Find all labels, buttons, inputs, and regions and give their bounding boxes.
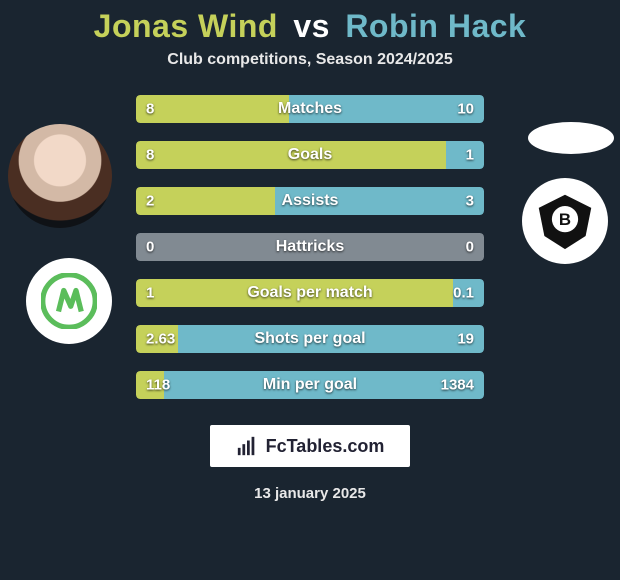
subtitle: Club competitions, Season 2024/2025 xyxy=(167,51,452,69)
player2-avatar xyxy=(528,122,614,154)
player1-avatar xyxy=(8,124,112,228)
stat-bar-left xyxy=(136,325,178,353)
stat-bar-left xyxy=(136,95,289,123)
vs-label: vs xyxy=(293,8,330,44)
stat-bar-right xyxy=(446,141,484,169)
stat-row: Assists23 xyxy=(136,187,484,215)
stat-bar-left xyxy=(136,187,275,215)
branding-text: FcTables.com xyxy=(266,436,385,457)
stat-row: Min per goal1181384 xyxy=(136,371,484,399)
stat-row: Goals per match10.1 xyxy=(136,279,484,307)
branding-badge: FcTables.com xyxy=(210,425,411,467)
stat-bar-right xyxy=(289,95,484,123)
player1-name: Jonas Wind xyxy=(94,8,278,44)
stat-bar-right xyxy=(310,233,484,261)
page-title: Jonas Wind vs Robin Hack xyxy=(94,8,527,45)
player1-club-badge xyxy=(26,258,112,344)
stat-bar-left xyxy=(136,141,446,169)
stat-bar-right xyxy=(164,371,484,399)
date-label: 13 january 2025 xyxy=(254,485,366,502)
svg-text:B: B xyxy=(559,210,571,229)
stat-row: Matches810 xyxy=(136,95,484,123)
stat-bar-right xyxy=(178,325,484,353)
stat-bar-left xyxy=(136,233,310,261)
player2-club-badge: B xyxy=(522,178,608,264)
comparison-card: Jonas Wind vs Robin Hack Club competitio… xyxy=(0,0,620,580)
stat-bar-right xyxy=(453,279,484,307)
stat-row: Hattricks00 xyxy=(136,233,484,261)
chart-icon xyxy=(236,435,258,457)
stat-bar-right xyxy=(275,187,484,215)
stat-bar-left xyxy=(136,279,453,307)
stat-row: Shots per goal2.6319 xyxy=(136,325,484,353)
stat-bar-left xyxy=(136,371,164,399)
stat-row: Goals81 xyxy=(136,141,484,169)
player2-name: Robin Hack xyxy=(345,8,526,44)
